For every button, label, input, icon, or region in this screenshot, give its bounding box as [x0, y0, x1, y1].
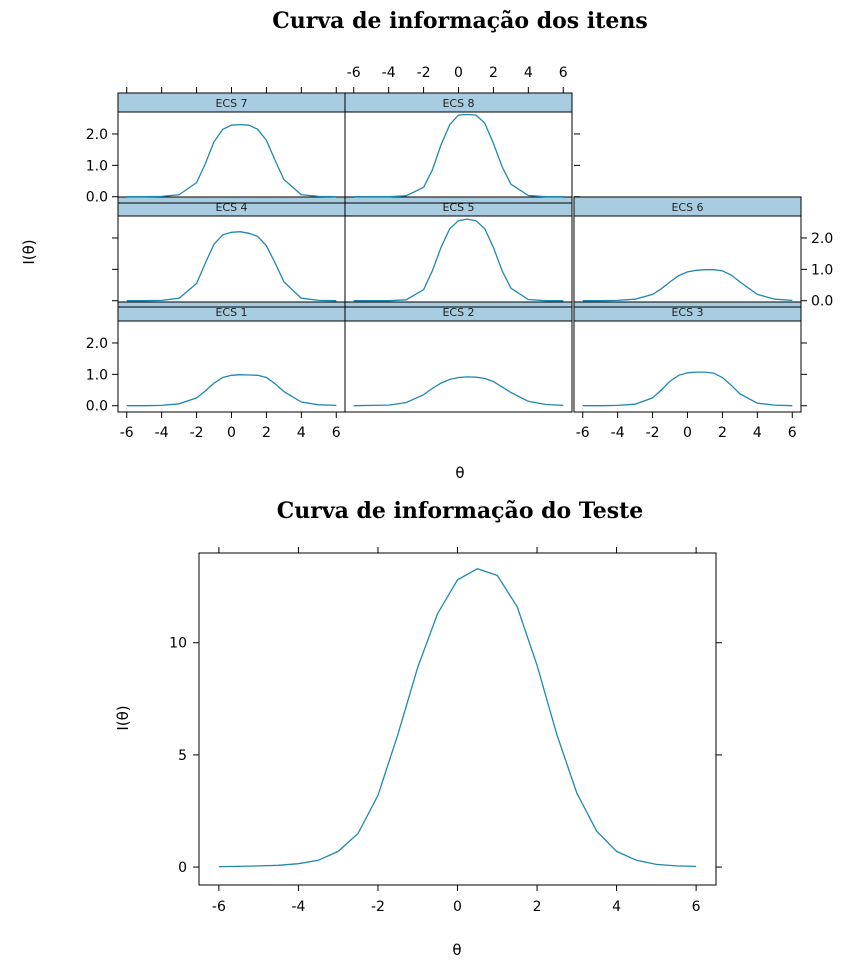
test-x-tick-label: 0 — [453, 899, 462, 915]
test-chart: -6 -4 -2 0 2 4 6 0 5 10 — [169, 547, 722, 915]
panel-label-ecs-6: ECS 6 — [671, 201, 703, 214]
curve-ecs-1 — [126, 374, 337, 407]
panel-frame-ecs-8 — [344, 111, 573, 204]
test-y-tick-label: 5 — [178, 748, 187, 764]
x-tick-label-bottom-col3: 0 — [683, 425, 692, 441]
x-tick-label-top-col2: -4 — [382, 65, 396, 81]
panel-frame-ecs-3 — [573, 320, 802, 413]
panel-frame-ecs-5 — [344, 215, 573, 308]
x-tick-label-top-col2: -2 — [417, 65, 431, 81]
y-tick-label-left-row3: 0.0 — [86, 399, 108, 415]
curve-ecs-5 — [353, 218, 564, 302]
test-x-tick-label: -4 — [291, 899, 305, 915]
x-tick-label-bottom-col1: -2 — [190, 425, 204, 441]
test-x-tick-label: -6 — [212, 899, 226, 915]
x-tick-label-bottom-col3: -6 — [576, 425, 590, 441]
y-tick-label-right-row2: 1.0 — [811, 262, 833, 278]
panel-label-ecs-4: ECS 4 — [215, 201, 247, 214]
test-x-tick-label: 2 — [533, 899, 542, 915]
panel-frame-ecs-2 — [344, 320, 573, 413]
panel-label-ecs-8: ECS 8 — [442, 97, 474, 110]
x-tick-label-top-col2: -6 — [347, 65, 361, 81]
items-chart-title: Curva de informação dos itens — [272, 8, 647, 34]
x-tick-label-bottom-col3: -4 — [611, 425, 625, 441]
panel-label-ecs-1: ECS 1 — [215, 306, 247, 319]
panel-strip-ecs-6 — [573, 196, 802, 217]
curve-ecs-7 — [126, 123, 337, 198]
x-tick-label-bottom-col1: -6 — [120, 425, 134, 441]
x-tick-label-bottom-col1: 2 — [262, 425, 271, 441]
curve-ecs-2 — [353, 376, 564, 407]
test-plot-frame — [198, 552, 717, 886]
panel-frame-ecs-1 — [117, 320, 346, 413]
y-tick-label-left-row1: 1.0 — [86, 158, 108, 174]
test-x-axis-label: θ — [452, 941, 461, 959]
panel-strip-ecs-5 — [344, 196, 573, 217]
panel-label-ecs-5: ECS 5 — [442, 201, 474, 214]
test-y-tick-label: 0 — [178, 860, 187, 876]
y-tick-label-left-row3: 2.0 — [86, 336, 108, 352]
items-x-axis-label: θ — [455, 464, 464, 482]
y-tick-label-right-row2: 2.0 — [811, 231, 833, 247]
panel-label-ecs-3: ECS 3 — [671, 306, 703, 319]
panel-frame-ecs-4 — [117, 215, 346, 308]
panel-frame-ecs-6 — [573, 215, 802, 308]
curve-ecs-4 — [126, 231, 337, 302]
x-tick-label-top-col2: 4 — [524, 65, 533, 81]
x-tick-label-bottom-col1: 6 — [332, 425, 341, 441]
items-panels: ECS 1 ECS 2 ECS 3 ECS 4 ECS 5 ECS 6 ECS 7 ECS 8… — [86, 65, 834, 441]
y-tick-label-left-row1: 0.0 — [86, 190, 108, 206]
x-tick-label-bottom-col1: 0 — [227, 425, 236, 441]
x-tick-label-bottom-col1: -4 — [155, 425, 169, 441]
y-tick-label-left-row1: 2.0 — [86, 127, 108, 143]
x-tick-label-bottom-col1: 4 — [297, 425, 306, 441]
x-tick-label-bottom-col3: 2 — [718, 425, 727, 441]
panel-label-ecs-2: ECS 2 — [442, 306, 474, 319]
y-tick-label-left-row3: 1.0 — [86, 367, 108, 383]
x-tick-label-top-col2: 6 — [559, 65, 568, 81]
x-tick-label-top-col2: 2 — [489, 65, 498, 81]
curve-ecs-6 — [582, 269, 793, 302]
curve-ecs-8 — [353, 113, 564, 198]
test-y-tick-label: 10 — [169, 636, 187, 652]
x-tick-label-bottom-col3: -2 — [646, 425, 660, 441]
test-x-tick-label: 4 — [612, 899, 621, 915]
test-information-curve — [218, 567, 697, 868]
x-tick-label-bottom-col3: 4 — [753, 425, 762, 441]
x-tick-label-bottom-col3: 6 — [788, 425, 797, 441]
test-chart-title: Curva de informação do Teste — [277, 498, 644, 524]
test-x-tick-label: 6 — [692, 899, 701, 915]
y-tick-label-right-row2: 0.0 — [811, 294, 833, 310]
test-y-axis-label: I(θ) — [114, 705, 132, 730]
curve-ecs-3 — [582, 371, 793, 407]
x-tick-label-top-col2: 0 — [454, 65, 463, 81]
panel-label-ecs-7: ECS 7 — [215, 97, 247, 110]
test-x-tick-label: -2 — [371, 899, 385, 915]
items-y-axis-label: I(θ) — [20, 239, 38, 264]
